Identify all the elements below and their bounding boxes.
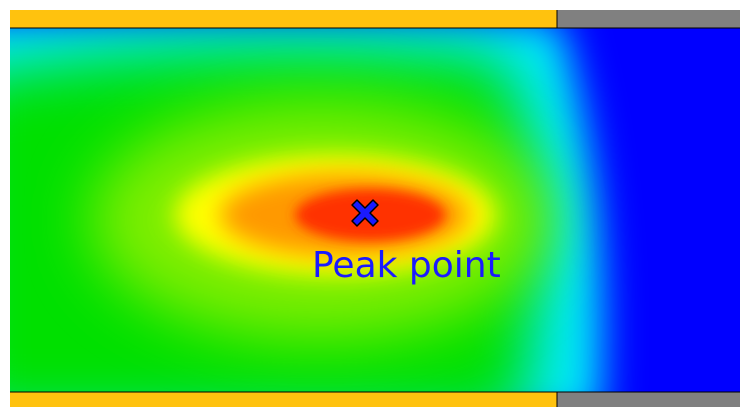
peak-marker: [351, 199, 379, 227]
heat-field: [10, 28, 740, 392]
top-bar-gray: [557, 10, 740, 28]
bottom-bar-yellow: [10, 392, 557, 407]
bottom-bar-gray: [557, 392, 740, 407]
top-bar-yellow: [10, 10, 557, 28]
peak-label: Peak point: [312, 245, 501, 286]
